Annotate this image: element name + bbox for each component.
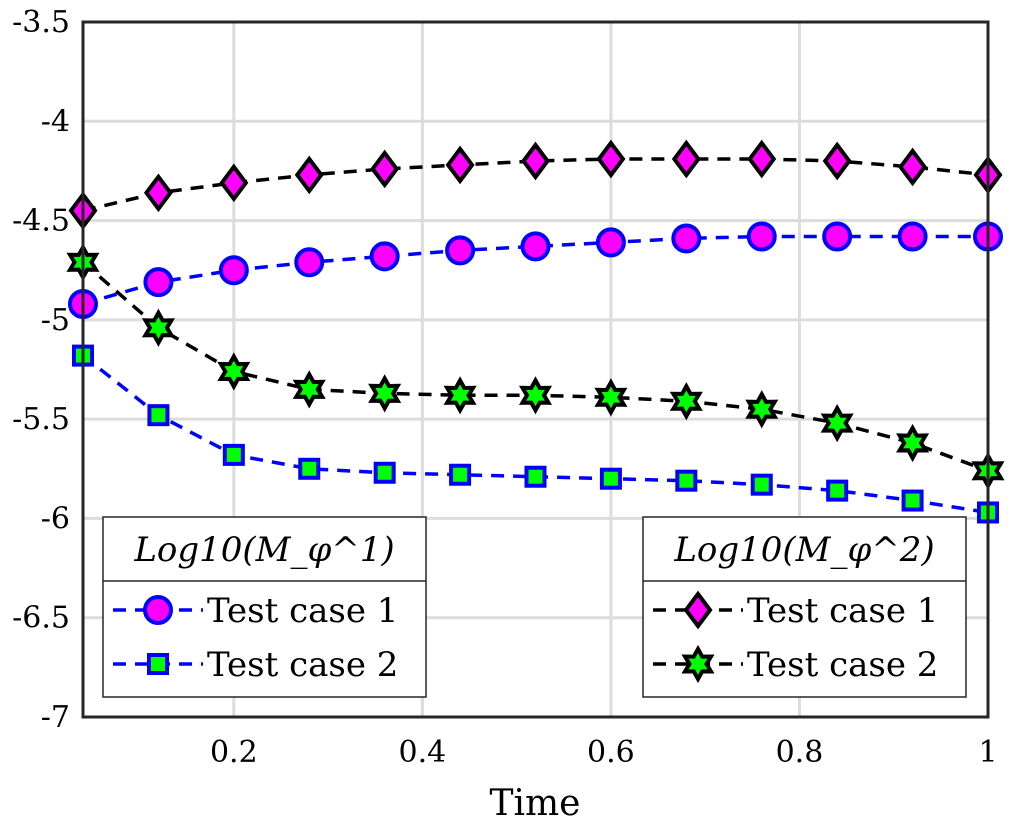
data-point-diamond [596, 139, 626, 179]
y-tick-label: -6.5 [12, 601, 70, 636]
data-point-diamond [671, 139, 701, 179]
data-point-circle [520, 231, 551, 262]
x-tick-label: 0.2 [210, 735, 258, 770]
data-point-circle [294, 247, 325, 278]
x-axis-label: Time [490, 783, 581, 824]
x-tick-label: 0.4 [399, 735, 447, 770]
data-point-diamond [521, 141, 550, 181]
data-point-square [599, 467, 622, 490]
y-tick-label: -3.5 [12, 5, 70, 40]
y-tick-label: -5 [41, 303, 70, 338]
legend-2: Log10(M_φ^2) Test case 1 Test case 2 [642, 516, 967, 698]
legend-title: Log10(M_φ^1) [133, 530, 394, 570]
data-point-circle [595, 227, 626, 258]
data-point-hexagram [292, 370, 326, 409]
legend-entry: Test case 2 [113, 645, 398, 685]
data-point-diamond [822, 141, 852, 181]
y-tick-label: -7 [41, 700, 70, 735]
legend-1: Log10(M_φ^1) Test case 1 Test case 2 [102, 516, 427, 698]
series-1-circle [68, 221, 1003, 319]
legend-marker-hexagram [681, 644, 715, 684]
x-tick-label: 1 [978, 735, 997, 770]
series-layer [66, 139, 1005, 524]
data-point-diamond [747, 139, 777, 179]
legend-entry: Test case 1 [653, 590, 938, 631]
data-point-diamond [294, 155, 324, 195]
legend-title: Log10(M_φ^2) [673, 530, 934, 570]
data-point-diamond [898, 147, 928, 187]
data-point-square [524, 465, 547, 488]
legend-label: Test case 2 [207, 645, 398, 685]
data-point-hexagram [594, 378, 628, 417]
data-point-square [373, 461, 396, 484]
series-3-diamond [68, 139, 1003, 230]
data-point-square [298, 457, 321, 480]
data-point-diamond [143, 173, 173, 213]
data-point-circle [369, 241, 400, 272]
y-tick-label: -6 [41, 501, 70, 536]
data-point-diamond [370, 149, 400, 189]
data-point-hexagram [217, 352, 251, 391]
data-point-square [901, 489, 924, 512]
legend-label: Test case 1 [747, 591, 938, 631]
data-point-hexagram [745, 390, 779, 429]
data-point-circle [218, 255, 249, 286]
data-point-circle [746, 221, 777, 252]
legend-marker-circle [143, 595, 173, 625]
data-point-diamond [445, 145, 475, 185]
data-point-circle [897, 221, 928, 252]
legend-label: Test case 2 [747, 645, 938, 685]
data-point-square [675, 469, 698, 492]
data-point-square [147, 404, 170, 427]
data-point-hexagram [669, 382, 703, 421]
x-tick-label: 0.6 [587, 735, 635, 770]
legend-entry: Test case 1 [113, 591, 398, 631]
legend-label: Test case 1 [207, 591, 398, 631]
y-tick-label: -5.5 [12, 402, 70, 437]
legend-marker-square [147, 653, 169, 675]
legend-entry: Test case 2 [653, 644, 938, 685]
data-point-hexagram [368, 374, 402, 413]
data-point-square [222, 443, 245, 466]
data-point-diamond [219, 163, 249, 203]
y-tick-labels: -3.5 -4 -4.5 -5 -5.5 -6 -6.5 -7 [12, 5, 70, 735]
x-tick-labels: 0.2 0.4 0.6 0.8 1 [210, 735, 998, 770]
plot-frame [81, 20, 990, 719]
data-point-hexagram [443, 376, 477, 415]
data-point-hexagram [141, 308, 175, 347]
y-tick-label: -4.5 [12, 204, 70, 239]
data-point-circle [671, 223, 702, 254]
y-tick-label: -4 [41, 104, 70, 139]
data-point-hexagram [896, 423, 930, 463]
data-point-circle [143, 267, 174, 298]
data-point-square [449, 463, 472, 486]
data-point-hexagram [518, 376, 553, 415]
data-point-circle [822, 221, 853, 252]
legend-marker-diamond [683, 590, 713, 630]
data-point-square [826, 479, 849, 502]
x-tick-label: 0.8 [776, 735, 824, 770]
data-point-hexagram [820, 403, 854, 443]
data-point-circle [445, 235, 476, 266]
data-point-square [750, 473, 773, 496]
